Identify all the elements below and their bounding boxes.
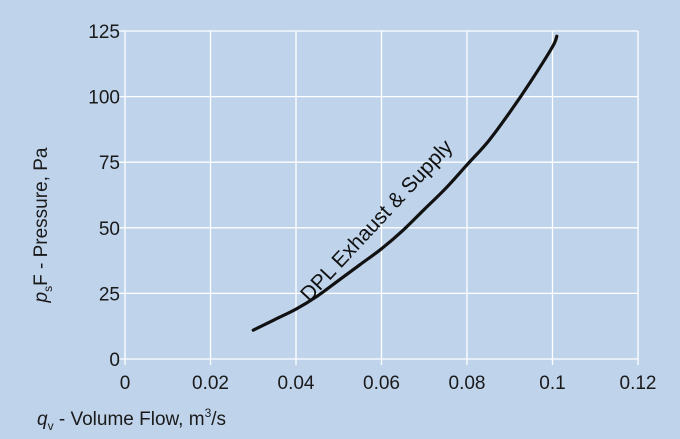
x-tick-label-0: 0 — [120, 373, 131, 394]
y-tick-label-3: 75 — [99, 153, 120, 174]
x-tick-label-1: 0.02 — [192, 373, 229, 394]
x-tick-label-2: 0.04 — [278, 373, 315, 394]
x-axis-title: qv - Volume Flow, m3/s — [37, 406, 226, 433]
y-tick-label-0: 0 — [109, 350, 120, 371]
x-tick-labels: 0 0.02 0.04 0.06 0.08 0.1 0.12 — [120, 373, 657, 394]
x-tick-label-4: 0.08 — [449, 373, 486, 394]
series-layer: DPL Exhaust & Supply — [251, 34, 559, 332]
x-tick-label-5: 0.1 — [539, 373, 565, 394]
x-tick-label-6: 0.12 — [620, 373, 657, 394]
y-axis-subscript: s — [41, 286, 55, 292]
y-tick-label-1: 25 — [99, 284, 120, 305]
x-axis-symbol: q — [37, 409, 48, 430]
series-label-0: DPL Exhaust & Supply — [296, 135, 458, 306]
x-axis-label: - Volume Flow, m — [54, 409, 205, 430]
y-tick-label-4: 100 — [88, 88, 120, 109]
x-axis-suffix: /s — [211, 409, 226, 430]
y-tick-label-2: 50 — [99, 219, 120, 240]
y-axis-label: F - Pressure, Pa — [31, 147, 52, 286]
x-axis-superscript: 3 — [205, 406, 212, 420]
x-axis-subscript: v — [48, 419, 54, 433]
grid — [119, 30, 639, 365]
y-tick-labels: 0 25 50 75 100 125 — [88, 22, 120, 371]
x-tick-label-3: 0.06 — [363, 373, 400, 394]
y-axis-symbol: p — [31, 292, 52, 304]
series-line-0 — [251, 34, 559, 332]
y-axis-title: psF - Pressure, Pa — [31, 147, 55, 303]
y-tick-label-5: 125 — [88, 22, 120, 43]
